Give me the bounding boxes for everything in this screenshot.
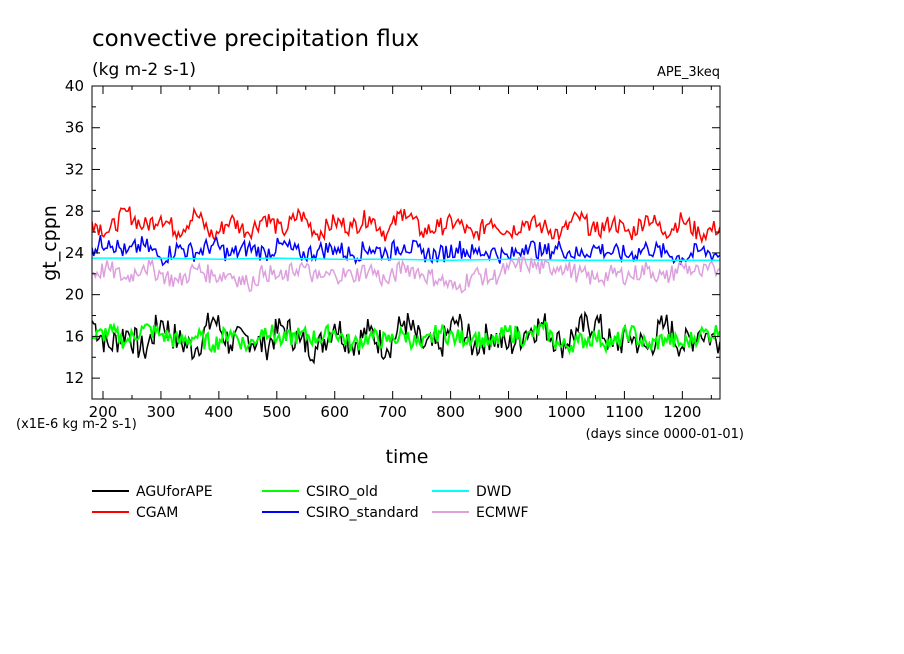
chart-title: convective precipitation flux <box>92 26 419 52</box>
x-tick-label: 400 <box>205 403 234 421</box>
x-tick-label: 500 <box>262 403 291 421</box>
series-group <box>92 206 720 365</box>
legend-label: CSIRO_standard <box>306 505 419 521</box>
legend: AGUforAPE CSIRO_old DWD CGAM CSIRO_standard E… <box>92 484 529 521</box>
x-tick-label: 600 <box>320 403 349 421</box>
y-scale-label: (x1E-6 kg m-2 s-1) <box>16 417 137 432</box>
legend-label: CSIRO_old <box>306 484 378 500</box>
series-line-ecmwf <box>92 256 720 294</box>
x-tick-label: 1200 <box>663 403 701 421</box>
y-tick-label: 28 <box>65 202 84 220</box>
legend-label: ECMWF <box>476 505 529 521</box>
x-tick-label: 700 <box>378 403 407 421</box>
y-axis-title: gt_cppn <box>39 205 61 281</box>
y-axis: 12 16 20 24 28 32 36 40 <box>65 77 720 387</box>
x-tick-label: 900 <box>494 403 523 421</box>
legend-label: DWD <box>476 484 511 500</box>
y-tick-label: 12 <box>65 369 84 387</box>
x-axis-title: time <box>386 446 429 468</box>
series-line-csiro-old <box>92 320 720 356</box>
series-line-dwd <box>92 257 720 261</box>
y-tick-label: 20 <box>65 286 84 304</box>
x-tick-label: 1100 <box>605 403 643 421</box>
chart-subtitle: (kg m-2 s-1) <box>92 60 196 80</box>
y-tick-label: 16 <box>65 327 84 345</box>
x-tick-label: 800 <box>436 403 465 421</box>
legend-label: CGAM <box>136 505 178 521</box>
x-tick-label: 300 <box>147 403 176 421</box>
y-tick-label: 32 <box>65 160 84 178</box>
series-line-aguforape <box>92 310 720 365</box>
y-tick-label: 40 <box>65 77 84 95</box>
plot-frame <box>91 85 721 400</box>
x-units-label: (days since 0000-01-01) <box>586 427 744 442</box>
x-axis: 200 300 400 500 600 700 800 900 1000 1100 1200 <box>89 86 712 421</box>
series-line-cgam <box>92 206 720 245</box>
x-tick-label: 200 <box>89 403 118 421</box>
y-tick-label: 24 <box>65 244 84 262</box>
series-line-csiro-standard <box>92 235 720 267</box>
y-tick-label: 36 <box>65 119 84 137</box>
experiment-label: APE_3keq <box>657 65 720 80</box>
legend-label: AGUforAPE <box>136 484 213 500</box>
x-tick-label: 1000 <box>547 403 585 421</box>
